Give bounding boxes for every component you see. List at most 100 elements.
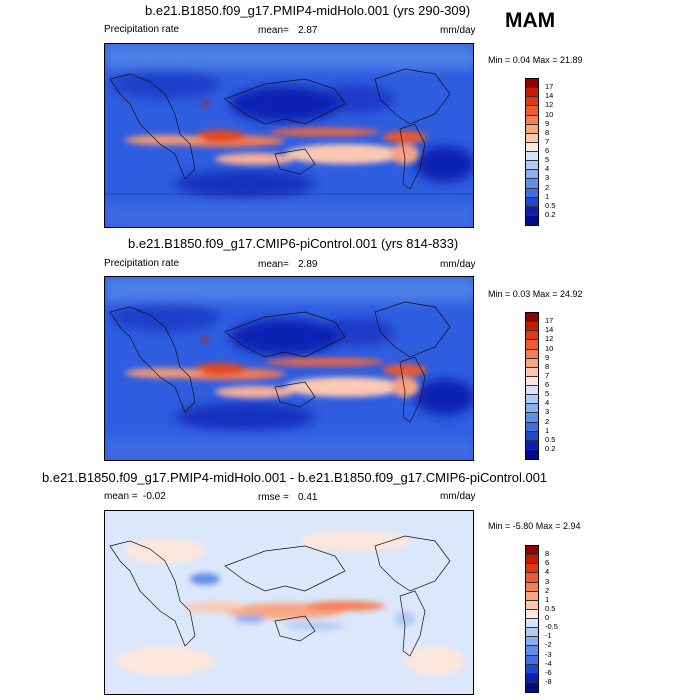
colorbar-swatch [526, 582, 538, 592]
panel3-diff-field [105, 511, 473, 694]
colorbar-swatch [526, 124, 538, 134]
panel2-minmax: Min = 0.03 Max = 24.92 [488, 289, 583, 299]
colorbar-swatch [526, 142, 538, 152]
panel3-rmse-label: rmse = [258, 492, 289, 503]
colorbar-swatch [526, 449, 538, 459]
colorbar-swatch [526, 600, 538, 610]
panel1-precip-field [105, 44, 473, 227]
colorbar-tick-label: 0 [545, 613, 550, 622]
colorbar-tick-label: -2 [545, 640, 552, 650]
panel1-colorbar [525, 78, 539, 226]
panel1-mean-value: 2.87 [298, 25, 318, 36]
colorbar-swatch [526, 313, 538, 323]
colorbar-tick-label: 2 [545, 585, 550, 595]
colorbar-swatch [526, 573, 538, 583]
colorbar-swatch [526, 206, 538, 216]
colorbar-swatch [526, 628, 538, 638]
colorbar-tick-label: 4 [545, 398, 550, 408]
panel2-map [104, 276, 474, 461]
colorbar-swatch [526, 358, 538, 368]
colorbar-swatch [526, 664, 538, 674]
colorbar-swatch [526, 340, 538, 350]
colorbar-tick-label: 2 [545, 182, 550, 192]
colorbar-tick-label: 14 [545, 91, 554, 101]
colorbar-tick-label: 1 [545, 425, 550, 435]
colorbar-swatch [526, 655, 538, 665]
panel1-units: mm/day [440, 25, 476, 36]
colorbar-tick-label: 3 [545, 576, 550, 586]
colorbar-tick-label: 0.5 [545, 434, 556, 444]
panel1-title: b.e21.B1850.f09_g17.PMIP4-midHolo.001 (y… [145, 3, 471, 18]
colorbar-tick-label: 0.5 [545, 603, 556, 613]
colorbar-swatch [526, 115, 538, 125]
panel2-variable-label: Precipitation rate [104, 258, 180, 269]
panel2-coastlines [109, 301, 451, 423]
colorbar-tick-label: 8 [545, 549, 550, 559]
colorbar-tick-label: 6 [545, 558, 550, 568]
panel3-coastlines [109, 535, 451, 657]
panel2-mean-value: 2.89 [298, 259, 318, 270]
panel2-title: b.e21.B1850.f09_g17.CMIP6-piControl.001 … [128, 236, 459, 251]
panel2-mean-label: mean= [258, 259, 289, 270]
colorbar-tick-label: -8 [545, 676, 552, 686]
colorbar-tick-label: 2 [545, 416, 550, 426]
colorbar-tick-label: 5 [545, 389, 550, 399]
colorbar-swatch [526, 637, 538, 647]
colorbar-tick-label: 17 [545, 82, 554, 92]
colorbar-tick-label: 9 [545, 118, 550, 128]
colorbar-swatch [526, 79, 538, 89]
panel2-colorbar [525, 312, 539, 460]
colorbar-tick-label: 4 [545, 567, 550, 577]
colorbar-swatch [526, 322, 538, 332]
colorbar-swatch [526, 646, 538, 656]
colorbar-swatch [526, 619, 538, 629]
colorbar-tick-label: 0.2 [545, 443, 556, 453]
colorbar-tick-label: 1 [545, 191, 550, 201]
colorbar-tick-label: 1 [545, 594, 550, 604]
colorbar-swatch [526, 106, 538, 116]
colorbar-swatch [526, 367, 538, 377]
colorbar-swatch [526, 546, 538, 556]
colorbar-tick-label: 10 [545, 109, 554, 119]
colorbar-tick-label: 10 [545, 343, 554, 353]
colorbar-swatch [526, 161, 538, 171]
colorbar-swatch [526, 152, 538, 162]
colorbar-tick-label: 9 [545, 352, 550, 362]
colorbar-swatch [526, 555, 538, 565]
colorbar-swatch [526, 197, 538, 207]
panel2-precip-field [105, 277, 473, 460]
colorbar-tick-label: 6 [545, 146, 550, 155]
panel3-title: b.e21.B1850.f09_g17.PMIP4-midHolo.001 - … [42, 470, 548, 485]
colorbar-swatch [526, 413, 538, 423]
colorbar-tick-label: 4 [545, 164, 550, 174]
panel3-minmax: Min = -5.80 Max = 2.94 [488, 521, 581, 531]
colorbar-swatch [526, 609, 538, 619]
panel3-mean-label: mean = [104, 491, 138, 502]
panel1-variable-label: Precipitation rate [104, 24, 180, 35]
colorbar-tick-label: -3 [545, 649, 552, 659]
panel3-units: mm/day [440, 491, 476, 502]
colorbar-swatch [526, 386, 538, 396]
colorbar-swatch [526, 170, 538, 180]
colorbar-swatch [526, 376, 538, 386]
colorbar-swatch [526, 133, 538, 143]
colorbar-tick-label: -1 [545, 631, 552, 641]
colorbar-tick-label: 5 [545, 155, 550, 165]
colorbar-tick-label: 17 [545, 316, 554, 326]
panel1-mean-label: mean= [258, 25, 289, 36]
season-label: MAM [505, 9, 556, 32]
colorbar-swatch [526, 591, 538, 601]
colorbar-swatch [526, 404, 538, 414]
panel3-map [104, 510, 474, 695]
colorbar-swatch [526, 331, 538, 341]
colorbar-tick-label: 7 [545, 370, 550, 380]
colorbar-tick-label: -4 [545, 658, 552, 668]
colorbar-swatch [526, 395, 538, 405]
panel1-minmax: Min = 0.04 Max = 21.89 [488, 55, 583, 65]
colorbar-tick-label: 12 [545, 100, 554, 110]
colorbar-tick-label: 14 [545, 325, 554, 335]
colorbar-tick-label: 6 [545, 380, 550, 389]
colorbar-tick-label: -0.5 [545, 622, 558, 632]
colorbar-tick-label: 8 [545, 361, 550, 371]
colorbar-swatch [526, 673, 538, 683]
